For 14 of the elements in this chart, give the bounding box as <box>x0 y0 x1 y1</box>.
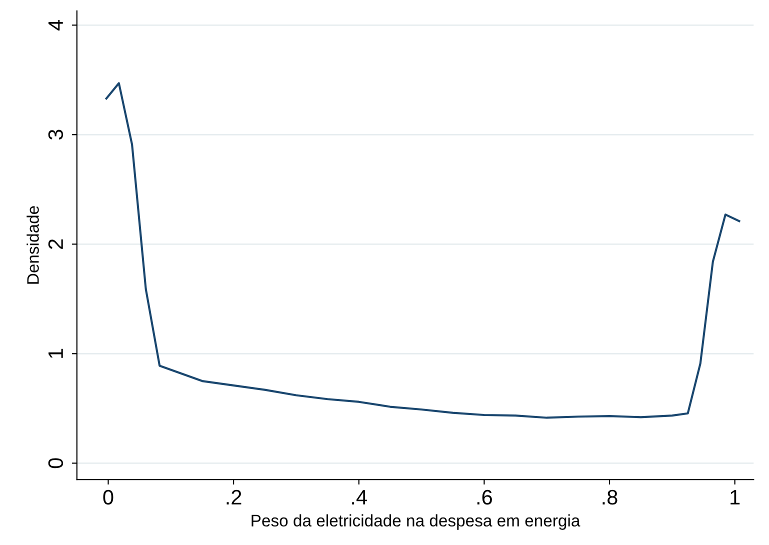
y-axis-title: Densidade <box>26 206 39 284</box>
y-tick-label: 4 <box>48 20 63 30</box>
y-tick-label: 1 <box>48 348 63 358</box>
line-series <box>105 82 740 419</box>
y-tick-label: 3 <box>48 130 64 140</box>
x-tick-label: .6 <box>477 490 492 505</box>
x-tick-label: .8 <box>602 490 618 505</box>
y-tick-label: 2 <box>48 239 63 249</box>
x-tick-label: 0 <box>103 490 114 505</box>
y-tick-label: 0 <box>48 458 64 468</box>
x-tick-label: 1 <box>730 490 740 504</box>
x-axis-title: Peso da eletricidade na despesa em energia <box>252 514 580 530</box>
x-tick-label: .4 <box>352 490 367 504</box>
x-tick-label: .2 <box>226 490 242 504</box>
